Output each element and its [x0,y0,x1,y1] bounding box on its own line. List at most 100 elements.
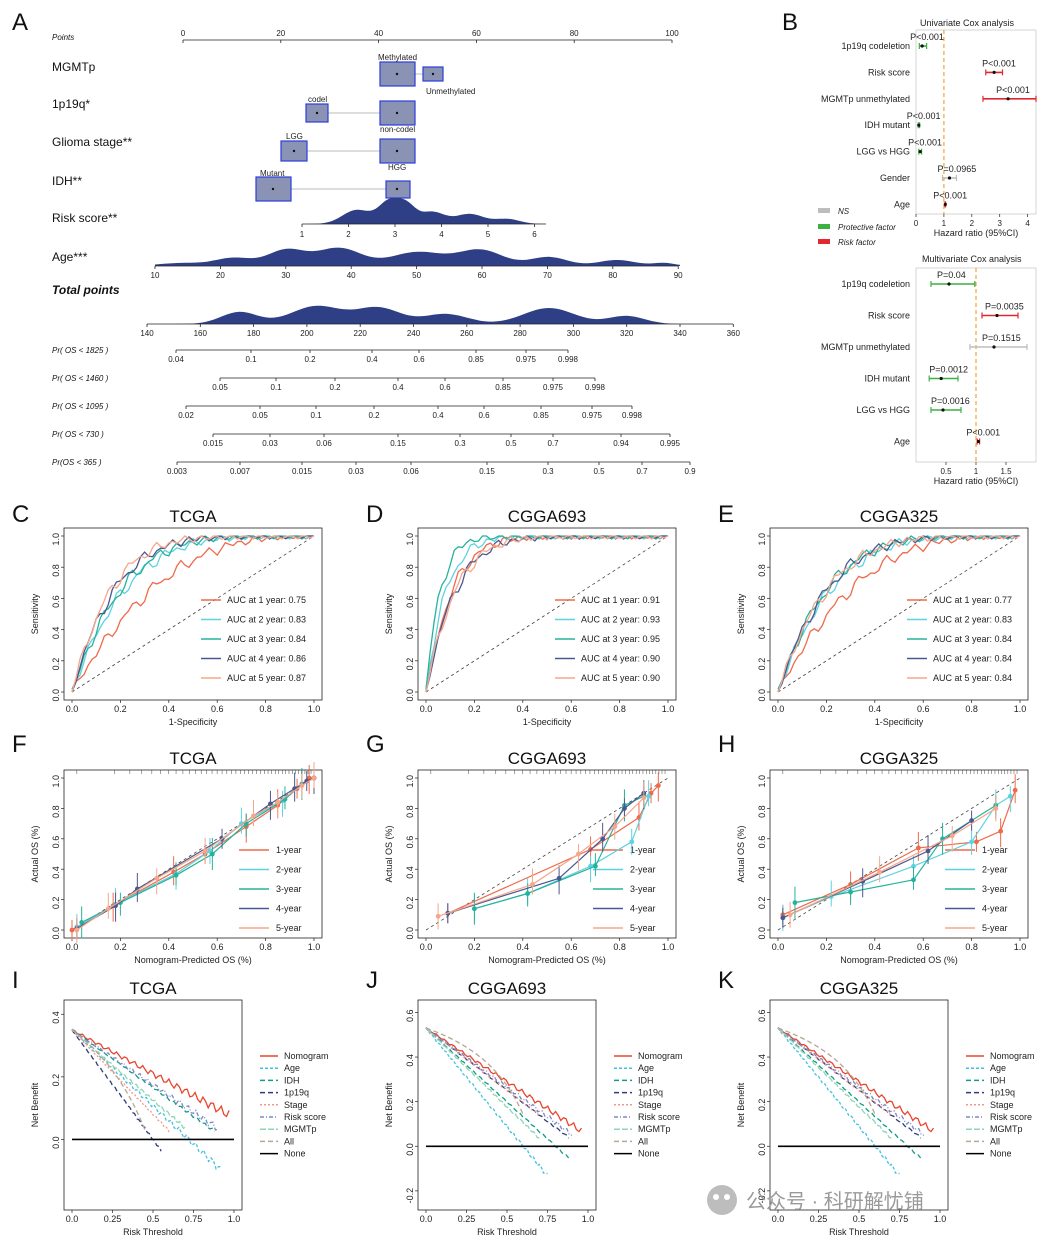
x-axis-label: Risk Threshold [123,1227,183,1237]
y-tick-label: 0.6 [757,1009,767,1022]
legend-label: All [638,1136,648,1146]
nomo-1p19q-bottom: non-codel [380,125,415,134]
roc-curve [425,535,668,690]
forest-point [976,439,981,444]
legend-ns: NS [838,207,850,216]
forest-row-label: Risk score [868,311,910,321]
dca-curve [777,1027,876,1115]
nomo-row-label-mgmtp: MGMTp [52,60,96,74]
dca-curve [777,1027,922,1139]
x-tick-label: 0.8 [965,704,978,714]
legend-label: AUC at 3 year: 0.95 [581,634,660,644]
forest-pvalue: P<0.001 [908,138,942,148]
y-tick-label: 0.4 [51,627,61,640]
prob-tick-label: 0.1 [310,411,322,420]
forest-multi-title: Multivariate Cox analysis [922,254,1022,264]
legend-label: AUC at 4 year: 0.84 [933,654,1012,664]
legend-label: MGMTp [284,1124,317,1134]
y-tick-label: 0.2 [51,897,61,910]
dca-curve [777,1027,935,1133]
legend-label: 5-year [982,923,1008,933]
calibration-point [792,900,798,906]
legend-label: AUC at 3 year: 0.84 [933,634,1012,644]
calibration-point [998,828,1004,834]
nomo-idh-top: Mutant [260,169,285,178]
x-tick-label: 0.2 [820,942,833,952]
x-tick-label: 1.0 [582,1214,595,1224]
prob-tick-label: 0.015 [203,439,224,448]
forest-row-label: Age [894,437,910,447]
points-tick-label: 0 [181,29,186,38]
x-axis-label: 1-Specificity [169,717,218,727]
legend-risk: Risk factor [838,238,876,247]
total-tick-label: 140 [140,329,154,338]
legend-protective: Protective factor [838,223,896,232]
legend-label: All [990,1136,1000,1146]
calibration-point [69,927,75,933]
legend-label: IDH [638,1075,654,1085]
y-tick-label: 0.8 [405,564,415,577]
x-tick-label: 0.2 [468,942,481,952]
prob-tick-label: 0.015 [292,467,313,476]
legend-label: Risk score [284,1112,326,1122]
prob-tick-label: 0.007 [230,467,251,476]
calibration-point [993,806,999,811]
nomo-stage-bottom: HGG [388,163,406,172]
nomo-risk-axis: 1 2 3 4 5 6 [300,223,546,239]
prob-tick-label: 0.85 [468,355,484,364]
prob-tick-label: 0.5 [593,467,605,476]
total-tick-label: 360 [727,329,741,338]
x-axis-label: Risk Threshold [829,1227,889,1237]
prob-tick-label: 0.05 [212,383,228,392]
forest-point [992,70,996,74]
prob-tick-label: 0.02 [178,411,194,420]
legend-label: 1p19q [284,1088,309,1098]
prob-tick-label: 0.7 [636,467,648,476]
prob-tick-label: 0.4 [392,383,404,392]
risk-tick-label: 3 [393,230,398,239]
forest-point [943,202,947,206]
prob-tick-label: 0.03 [262,439,278,448]
x-tick-label: 0.5 [853,1214,866,1224]
x-tick-label: 0.8 [259,704,272,714]
calibration-point [239,821,244,826]
legend-label: 5-year [276,923,302,933]
total-tick-label: 200 [300,329,314,338]
legend-label: 2-year [982,865,1008,875]
total-tick-label: 320 [620,329,634,338]
plot-frame [63,527,323,701]
x-tick-label: 0.4 [869,942,882,952]
calibration-point [911,877,916,883]
x-tick-label: 0.75 [891,1214,909,1224]
risk-tick-label: 1 [300,230,305,239]
prob-tick-label: 0.975 [582,411,603,420]
prob-scale-label: Pr( OS < 1825 ) [52,346,109,355]
prob-tick-label: 0.975 [543,383,564,392]
legend-label: All [284,1136,294,1146]
calibration-point [556,875,562,881]
y-axis-label: Net Benefit [384,1082,394,1127]
x-tick-label: 0.5 [501,1214,514,1224]
risk-tick-label: 6 [532,230,537,239]
calibration-point [154,875,160,881]
points-tick-label: 60 [472,29,481,38]
y-tick-label: 0.0 [757,689,767,702]
legend-label: 3-year [982,884,1008,894]
points-tick-label: 40 [374,29,383,38]
nomogram-panel: Points 0 20 40 60 80 100 MGMTp 1p19q* Glioma … [52,29,741,476]
y-tick-label: 0.0 [757,1143,767,1156]
age-tick-label: 80 [608,271,617,280]
watermark-text: 公众号 · 科研解忧铺 [746,1190,924,1213]
x-tick-label: 0.6 [917,704,930,714]
legend-label: 4-year [276,904,302,914]
legend-label: 1p19q [990,1088,1015,1098]
calibration-point [202,848,208,854]
chart-title: CGGA325 [860,749,938,768]
dca-curve [71,1029,162,1152]
x-tick-label: 1.0 [662,704,675,714]
dca-curve [777,1027,922,1159]
calibration-line [782,789,1016,916]
prob-tick-label: 0.06 [316,439,332,448]
legend-label: 5-year [630,923,656,933]
